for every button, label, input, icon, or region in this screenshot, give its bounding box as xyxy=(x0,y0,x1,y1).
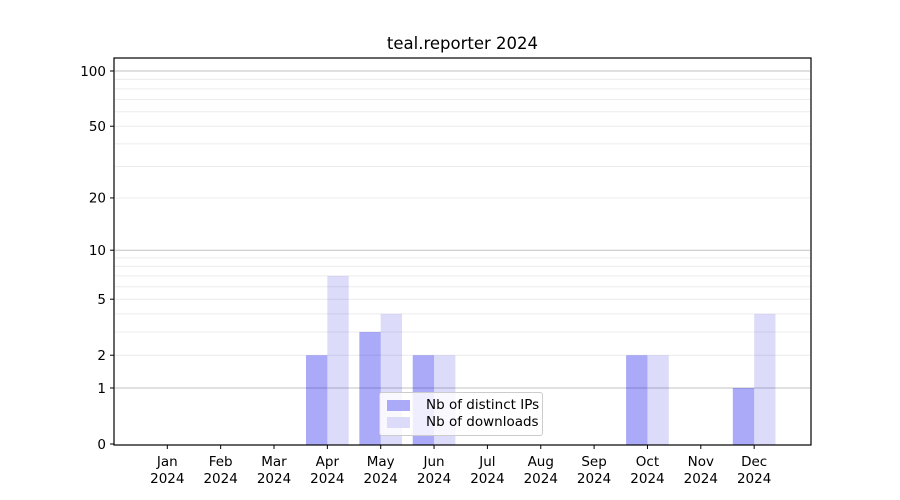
x-tick-label: May 2024 xyxy=(364,454,398,487)
bar xyxy=(754,313,776,445)
x-tick-label: Jan 2024 xyxy=(150,454,184,487)
x-tick-label: Mar 2024 xyxy=(257,454,291,487)
bar xyxy=(626,355,648,445)
y-tick-label: 100 xyxy=(80,64,106,80)
legend-label-distinct-ips: Nb of distinct IPs xyxy=(426,397,540,413)
x-tick-label: Dec 2024 xyxy=(737,454,771,487)
legend-swatch-downloads xyxy=(387,416,410,428)
x-tick-label: Feb 2024 xyxy=(203,454,237,487)
y-tick-label: 0 xyxy=(97,437,106,453)
legend-swatch-distinct-ips xyxy=(387,400,410,412)
y-tick-label: 50 xyxy=(89,119,106,135)
plot-border xyxy=(113,57,812,446)
bar xyxy=(732,387,755,445)
y-tick-label: 1 xyxy=(97,381,106,397)
x-tick-label: Jun 2024 xyxy=(417,454,451,487)
y-tick-label: 5 xyxy=(97,292,106,308)
x-tick-label: Sep 2024 xyxy=(577,454,611,487)
x-tick-label: Nov 2024 xyxy=(684,454,718,487)
y-tick-label: 2 xyxy=(97,348,106,364)
bar xyxy=(327,275,349,445)
x-tick-label: Apr 2024 xyxy=(310,454,344,487)
x-tick-label: Aug 2024 xyxy=(524,454,558,487)
legend: Nb of distinct IPs Nb of downloads xyxy=(379,392,543,436)
bar xyxy=(647,355,669,445)
x-tick-label: Jul 2024 xyxy=(470,454,504,487)
legend-item-downloads: Nb of downloads xyxy=(387,415,539,430)
bar xyxy=(306,355,328,445)
legend-label-downloads: Nb of downloads xyxy=(426,413,539,430)
y-tick-label: 20 xyxy=(89,191,106,207)
y-tick-label: 10 xyxy=(89,243,106,259)
legend-item-distinct-ips: Nb of distinct IPs xyxy=(387,398,539,413)
bar xyxy=(359,331,381,445)
chart-title: teal.reporter 2024 xyxy=(386,34,539,53)
x-tick-label: Oct 2024 xyxy=(630,454,664,487)
